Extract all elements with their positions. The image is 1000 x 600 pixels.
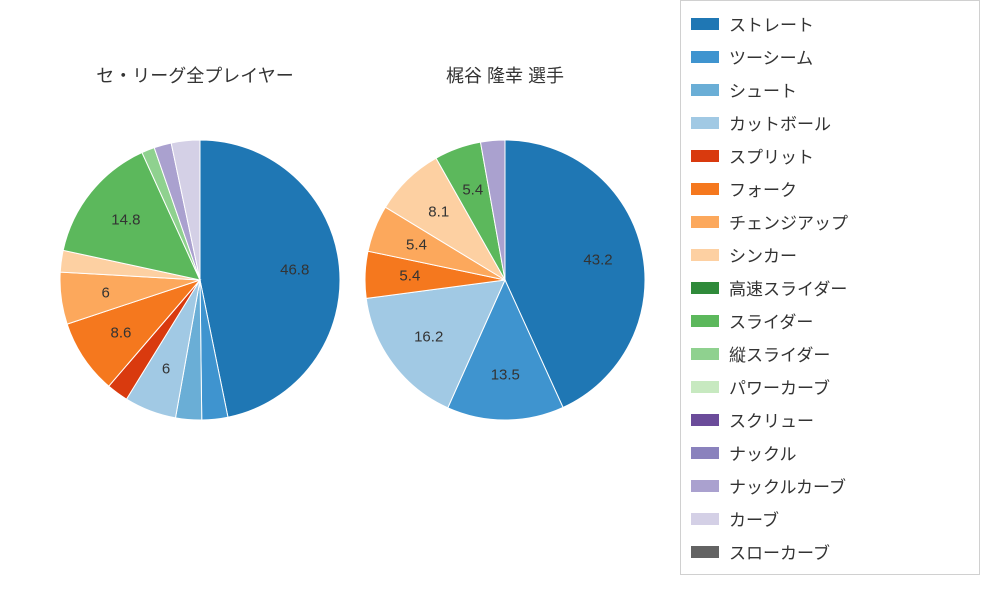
chart-title-player: 梶谷 隆幸 選手: [446, 62, 564, 88]
legend: ストレートツーシームシュートカットボールスプリットフォークチェンジアップシンカー…: [680, 0, 980, 575]
legend-label: ナックル: [729, 440, 797, 465]
legend-swatch: [691, 84, 719, 96]
legend-item: ナックル: [691, 436, 969, 469]
legend-swatch: [691, 447, 719, 459]
pie-league: [58, 138, 342, 422]
legend-item: カットボール: [691, 106, 969, 139]
legend-item: パワーカーブ: [691, 370, 969, 403]
legend-swatch: [691, 51, 719, 63]
legend-label: フォーク: [729, 176, 797, 201]
legend-swatch: [691, 18, 719, 30]
legend-label: ツーシーム: [729, 44, 813, 69]
legend-label: シュート: [729, 77, 797, 102]
legend-item: フォーク: [691, 172, 969, 205]
legend-swatch: [691, 414, 719, 426]
legend-swatch: [691, 183, 719, 195]
legend-item: ナックルカーブ: [691, 469, 969, 502]
legend-label: スライダー: [729, 308, 813, 333]
legend-swatch: [691, 348, 719, 360]
legend-item: スプリット: [691, 139, 969, 172]
legend-label: スプリット: [729, 143, 814, 168]
legend-label: チェンジアップ: [729, 209, 848, 234]
legend-label: カーブ: [729, 506, 779, 531]
legend-item: 高速スライダー: [691, 271, 969, 304]
legend-swatch: [691, 249, 719, 261]
legend-item: スクリュー: [691, 403, 969, 436]
legend-item: 縦スライダー: [691, 337, 969, 370]
legend-label: パワーカーブ: [729, 374, 830, 399]
legend-swatch: [691, 117, 719, 129]
legend-swatch: [691, 480, 719, 492]
legend-item: シンカー: [691, 238, 969, 271]
legend-swatch: [691, 150, 719, 162]
legend-item: スローカーブ: [691, 535, 969, 568]
legend-swatch: [691, 216, 719, 228]
legend-item: チェンジアップ: [691, 205, 969, 238]
legend-swatch: [691, 381, 719, 393]
legend-item: ツーシーム: [691, 40, 969, 73]
legend-swatch: [691, 546, 719, 558]
legend-label: ストレート: [729, 11, 814, 36]
legend-label: 縦スライダー: [729, 341, 830, 366]
legend-item: ストレート: [691, 7, 969, 40]
chart-title-league: セ・リーグ全プレイヤー: [96, 62, 293, 88]
chart-stage: セ・リーグ全プレイヤー46.868.6614.8梶谷 隆幸 選手43.213.5…: [0, 0, 1000, 600]
legend-label: シンカー: [729, 242, 797, 267]
legend-swatch: [691, 315, 719, 327]
legend-label: スローカーブ: [729, 539, 830, 564]
legend-label: 高速スライダー: [729, 275, 847, 300]
legend-label: スクリュー: [729, 407, 814, 432]
pie-slice: [200, 140, 340, 417]
legend-swatch: [691, 513, 719, 525]
legend-item: シュート: [691, 73, 969, 106]
legend-swatch: [691, 282, 719, 294]
legend-item: カーブ: [691, 502, 969, 535]
legend-item: スライダー: [691, 304, 969, 337]
legend-label: カットボール: [729, 110, 831, 135]
legend-label: ナックルカーブ: [729, 473, 846, 498]
pie-player: [363, 138, 647, 422]
